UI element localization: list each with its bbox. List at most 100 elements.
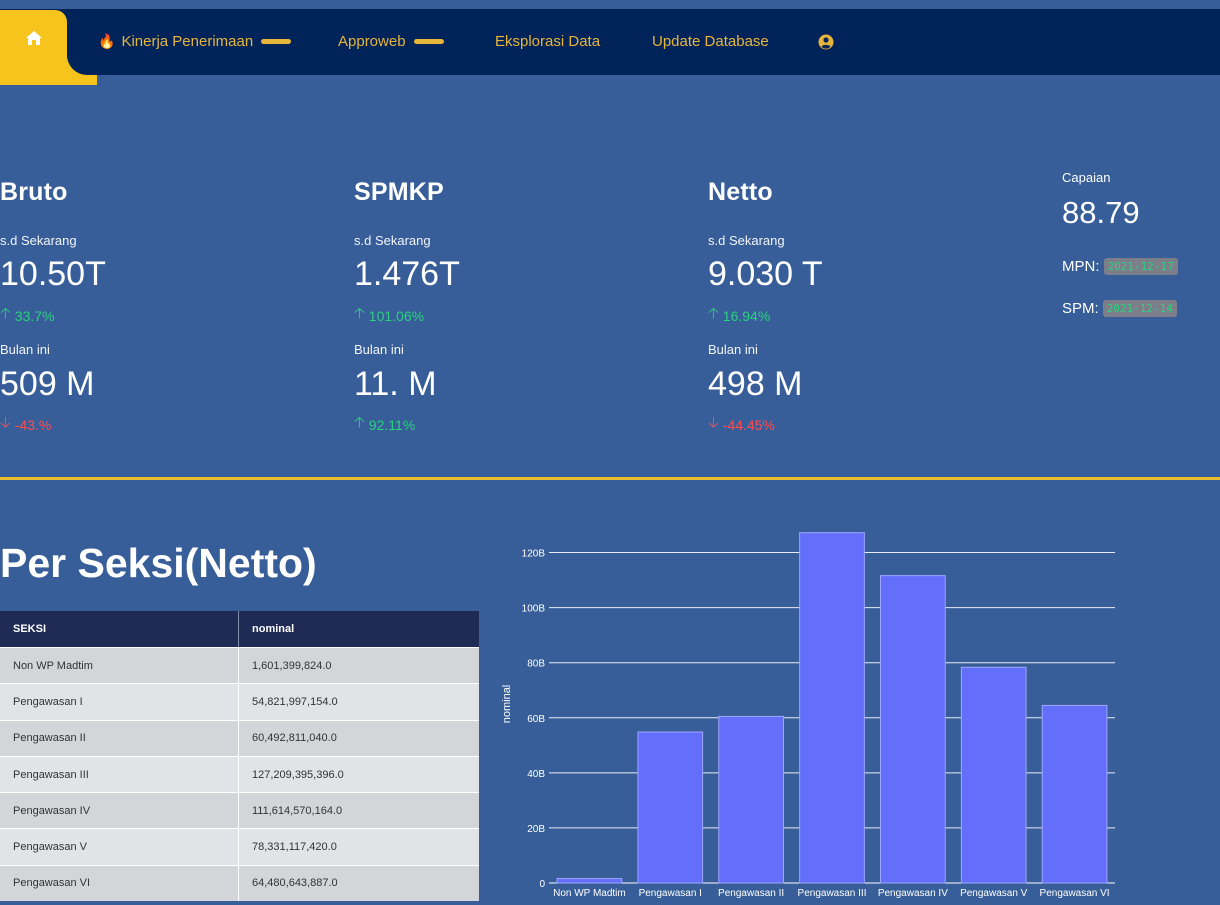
stat-sd-label: s.d Sekarang [354, 233, 431, 248]
capaian-value: 88.79 [1062, 195, 1140, 230]
y-axis-label: nominal [501, 685, 513, 724]
bar [718, 715, 784, 884]
nav-kinerja-penerimaan-label: Kinerja Penerimaan [121, 33, 254, 50]
cell-seksi: Pengawasan VI [0, 865, 239, 902]
bar [799, 532, 865, 884]
y-tick-label: 20B [527, 824, 545, 835]
table-row: Pengawasan III 127,209,395,396.0 [0, 755, 479, 793]
x-tick-label: Non WP Madtim [553, 888, 626, 899]
bar-chart[interactable]: 0 20B 40B 60B 80B 100B 120B nominal Non WP Madti… [490, 520, 1130, 905]
y-tick-label: 120B [522, 549, 546, 560]
arrow-up-icon: 🡡 [708, 305, 719, 322]
section-divider [0, 477, 1220, 480]
cell-nominal: 54,821,997,154.0 [252, 695, 338, 708]
stat-month-value: 11. M [354, 365, 437, 403]
home-icon [25, 31, 42, 45]
cell-nominal: 1,601,399,824.0 [252, 659, 332, 672]
y-tick-label: 100B [522, 604, 546, 615]
bar [960, 666, 1027, 884]
stat-sd-delta: 🡡 16.94% [708, 303, 770, 328]
mpn-label: MPN: [1062, 258, 1100, 275]
stat-month-delta: 🡣 -43.% [0, 412, 51, 437]
capaian-label: Capaian [1062, 170, 1111, 185]
stat-title: Bruto [0, 178, 68, 206]
nav-approweb[interactable]: Approweb [338, 33, 444, 50]
delta-value: 16.94% [722, 307, 771, 324]
cell-nominal: 64,480,643,887.0 [252, 877, 338, 890]
delta-value: -43.% [14, 416, 52, 433]
stat-month-value: 498 M [708, 365, 803, 403]
x-tick-label: Pengawasan III [798, 888, 867, 899]
arrow-down-icon: 🡣 [708, 414, 719, 431]
arrow-up-icon: 🡡 [354, 305, 365, 322]
dropdown-caret-icon [261, 39, 292, 44]
nav-eksplorasi-data-label: Eksplorasi Data [495, 33, 601, 50]
spm-label: SPM: [1062, 300, 1099, 317]
stat-title: SPMKP [354, 178, 444, 206]
mpn-date-badge: 2021-12-17 [1103, 258, 1178, 275]
stat-sd-label: s.d Sekarang [708, 233, 785, 248]
table-row: Pengawasan VI 64,480,643,887.0 [0, 864, 479, 902]
nav-eksplorasi-data[interactable]: Eksplorasi Data [495, 33, 600, 50]
y-tick-label: 40B [527, 769, 545, 780]
home-tab[interactable] [0, 10, 67, 85]
nav-approweb-label: Approweb [338, 33, 406, 50]
cell-seksi: Pengawasan I [0, 684, 239, 720]
delta-value: 33.7% [14, 307, 55, 324]
nav-update-database[interactable]: Update Database [652, 33, 769, 50]
bar [880, 575, 946, 884]
seksi-table: SEKSI nominal Non WP Madtim 1,601,399,82… [0, 611, 479, 902]
delta-value: 92.11% [368, 416, 416, 433]
dropdown-caret-icon [413, 39, 444, 44]
delta-value: 101.06% [368, 307, 425, 324]
cell-nominal: 111,614,570,164.0 [252, 804, 343, 817]
stat-sd-delta: 🡡 33.7% [0, 303, 54, 328]
cell-seksi: Non WP Madtim [0, 648, 239, 684]
column-header-seksi[interactable]: SEKSI [0, 611, 239, 647]
delta-value: -44.45% [722, 416, 775, 433]
section-title: Per Seksi(Netto) [0, 540, 317, 586]
x-tick-label: Pengawasan II [718, 888, 784, 899]
user-circle-icon[interactable] [818, 34, 834, 50]
stat-month-label: Bulan ini [354, 342, 404, 357]
y-tick-label: 60B [527, 714, 545, 725]
nav-kinerja-penerimaan[interactable]: 🔥 Kinerja Penerimaan [98, 33, 292, 50]
table-row: Non WP Madtim 1,601,399,824.0 [0, 647, 479, 684]
table-row: Pengawasan IV 111,614,570,164.0 [0, 792, 479, 829]
table-row: Pengawasan I 54,821,997,154.0 [0, 683, 479, 720]
arrow-down-icon: 🡣 [0, 414, 11, 431]
x-tick-label: Pengawasan VI [1040, 888, 1110, 899]
arrow-up-icon: 🡡 [0, 305, 11, 322]
x-tick-label: Pengawasan I [639, 888, 702, 899]
cell-seksi: Pengawasan III [0, 756, 239, 793]
stat-sd-value: 1.476T [354, 255, 460, 293]
x-tick-label: Pengawasan V [960, 888, 1028, 899]
stat-sd-value: 10.50T [0, 255, 106, 293]
column-header-nominal[interactable]: nominal [252, 623, 295, 635]
table-row: Pengawasan II 60,492,811,040.0 [0, 719, 479, 756]
x-tick-label: Pengawasan IV [878, 888, 948, 899]
cell-nominal: 78,331,117,420.0 [252, 841, 337, 854]
mpn-date-row: MPN: 2021-12-17 [1062, 258, 1178, 275]
stat-month-label: Bulan ini [708, 342, 758, 357]
cell-seksi: Pengawasan IV [0, 793, 239, 829]
stat-sd-delta: 🡡 101.06% [354, 303, 424, 328]
stat-month-value: 509 M [0, 365, 95, 403]
stat-month-delta: 🡡 92.11% [354, 412, 415, 437]
spm-date-badge: 2021-12-14 [1102, 300, 1177, 317]
table-header: SEKSI nominal [0, 611, 479, 647]
bar [1041, 704, 1108, 884]
bar [556, 878, 623, 884]
stat-title: Netto [708, 178, 773, 206]
flame-icon: 🔥 [98, 33, 116, 49]
y-tick-label: 80B [527, 659, 545, 670]
spm-date-row: SPM: 2021-12-14 [1062, 300, 1177, 317]
stat-bruto: Bruto [0, 178, 68, 207]
top-strip [0, 0, 1220, 9]
arrow-up-icon: 🡡 [354, 414, 365, 431]
cell-seksi: Pengawasan V [0, 829, 239, 865]
y-tick-label: 0 [539, 879, 545, 890]
cell-nominal: 60,492,811,040.0 [252, 732, 337, 745]
bar [637, 731, 704, 884]
stat-sd-label: s.d Sekarang [0, 233, 77, 248]
